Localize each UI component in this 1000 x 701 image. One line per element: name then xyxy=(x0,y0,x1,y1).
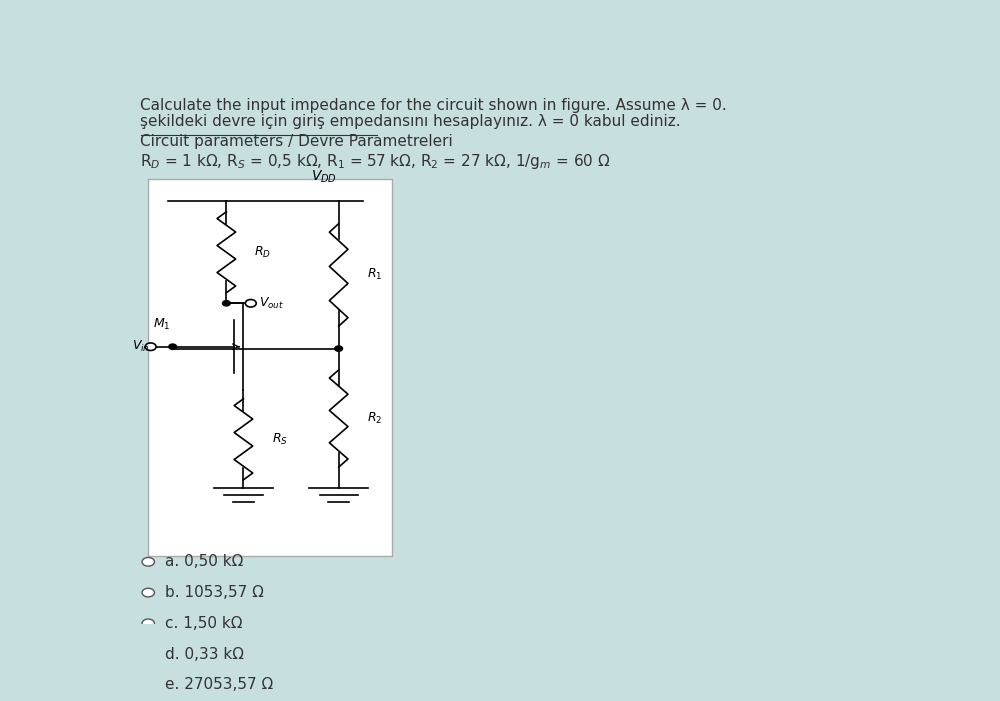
Text: $V_{DD}$: $V_{DD}$ xyxy=(311,168,337,185)
Circle shape xyxy=(142,619,154,627)
Text: d. 0,33 kΩ: d. 0,33 kΩ xyxy=(165,646,244,662)
Circle shape xyxy=(335,346,343,351)
Text: Calculate the input impedance for the circuit shown in figure. Assume λ = 0.: Calculate the input impedance for the ci… xyxy=(140,97,727,113)
Text: a. 0,50 kΩ: a. 0,50 kΩ xyxy=(165,554,244,569)
Circle shape xyxy=(142,557,154,566)
Text: c. 1,50 kΩ: c. 1,50 kΩ xyxy=(165,616,243,631)
Text: e. 27053,57 Ω: e. 27053,57 Ω xyxy=(165,677,274,693)
Text: $V_{in}$: $V_{in}$ xyxy=(132,339,149,354)
Circle shape xyxy=(142,650,154,658)
Text: $R_1$: $R_1$ xyxy=(367,267,382,283)
Text: $V_{out}$: $V_{out}$ xyxy=(259,296,284,311)
Circle shape xyxy=(142,681,154,689)
Text: şekildeki devre için giriş empedansını hesaplayınız. λ = 0 kabul ediniz.: şekildeki devre için giriş empedansını h… xyxy=(140,114,681,129)
Circle shape xyxy=(245,299,256,307)
Text: $R_S$: $R_S$ xyxy=(272,432,287,447)
Text: R$_D$ = 1 k$\Omega$, R$_S$ = 0,5 k$\Omega$, R$_1$ = 57 k$\Omega$, R$_2$ = 27 k$\: R$_D$ = 1 k$\Omega$, R$_S$ = 0,5 k$\Omeg… xyxy=(140,151,611,170)
Text: Circuit parameters / Devre Parametreleri: Circuit parameters / Devre Parametreleri xyxy=(140,134,453,149)
Circle shape xyxy=(142,588,154,597)
Text: $R_D$: $R_D$ xyxy=(254,245,271,260)
Circle shape xyxy=(222,301,230,306)
Text: $M_1$: $M_1$ xyxy=(153,316,170,332)
Circle shape xyxy=(145,343,156,350)
Text: b. 1053,57 Ω: b. 1053,57 Ω xyxy=(165,585,264,600)
Circle shape xyxy=(169,344,177,349)
Text: $R_2$: $R_2$ xyxy=(367,411,382,426)
